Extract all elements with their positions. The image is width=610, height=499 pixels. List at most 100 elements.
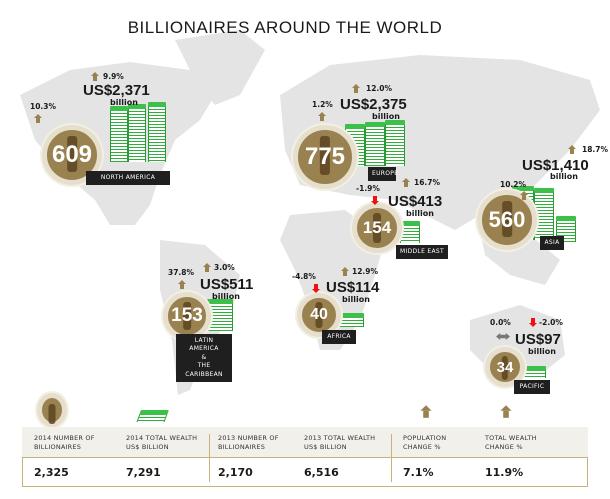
asia-region-label: ASIA [540, 236, 564, 251]
asia-total-wealth: US$1,410 [522, 157, 589, 174]
north-america-money-stack-icon [110, 106, 128, 162]
pacific-billionaire-number: 34 [496, 358, 514, 376]
europe-person-icon [319, 136, 331, 175]
asia-population-change: 10.2% [500, 180, 527, 189]
middle-east-wealth-unit: billion [406, 209, 434, 218]
summary-header-6: TOTAL WEALTH CHANGE % [485, 434, 537, 451]
legend-population-arrow-up-icon [420, 405, 432, 418]
latin-america-the-caribbean-total-wealth: US$511 [200, 276, 254, 293]
africa-region-label: AFRICA [322, 330, 356, 345]
pacific-billionaire-count: 34 [485, 347, 525, 387]
north-america-person-icon [67, 136, 77, 172]
north-america-wealth-change: 9.9% [103, 72, 124, 81]
asia-population-arrow-up-icon [520, 191, 528, 200]
north-america-total-wealth: US$2,371 [83, 82, 150, 99]
asia-billionaire-count: 560 [477, 190, 537, 250]
africa-wealth-change: 12.9% [352, 267, 379, 276]
africa-wealth-unit: billion [342, 295, 370, 304]
latin-america-the-caribbean-billionaire-count: 153 [163, 292, 211, 340]
latin-america-the-caribbean-billionaire-number: 153 [171, 305, 203, 326]
pacific-total-wealth: US$97 [515, 331, 561, 348]
summary-header-5: POPULATION CHANGE % [403, 434, 447, 451]
north-america-population-change: 10.3% [30, 102, 57, 111]
middle-east-billionaire-number: 154 [362, 218, 392, 237]
africa-population-change: -4.8% [292, 272, 316, 281]
divider [209, 434, 210, 482]
summary-header-3: 2013 NUMBER OF BILLIONAIRES [218, 434, 279, 451]
summary-value-2: 7,291 [126, 466, 161, 479]
middle-east-region-label: MIDDLE EAST [396, 245, 448, 260]
legend-money-icon [136, 414, 168, 422]
middle-east-population-change: -1.9% [356, 184, 380, 193]
middle-east-total-wealth: US$413 [388, 193, 443, 210]
summary-value-6: 11.9% [485, 466, 524, 479]
europe-billionaire-number: 775 [304, 143, 346, 170]
middle-east-wealth-change: 16.7% [414, 178, 441, 187]
pacific-wealth-arrow-down-icon [529, 318, 537, 327]
north-america-money-stack-icon [148, 102, 166, 162]
pacific-wealth-change: -2.0% [539, 318, 563, 327]
africa-person-icon [315, 302, 323, 329]
europe-population-change: 1.2% [312, 100, 333, 109]
summary-table-header [22, 427, 588, 458]
latin-america-the-caribbean-wealth-unit: billion [212, 292, 240, 301]
europe-wealth-unit: billion [372, 112, 400, 121]
europe-money-stack-icon [385, 120, 405, 166]
africa-billionaire-count: 40 [297, 293, 341, 337]
middle-east-money-stack-icon [400, 221, 420, 243]
summary-header-2: 2014 TOTAL WEALTH US$ BILLION [126, 434, 198, 451]
north-america-region-label: NORTH AMERICA [86, 171, 170, 186]
middle-east-wealth-arrow-up-icon [402, 178, 410, 187]
north-america-billionaire-number: 609 [51, 141, 93, 168]
latin-america-the-caribbean-wealth-change: 3.0% [214, 263, 235, 272]
pacific-person-icon [501, 355, 509, 380]
latin-america-the-caribbean-population-arrow-up-icon [178, 280, 186, 289]
africa-money-stack-icon [338, 313, 364, 327]
latin-america-the-caribbean-money-stack-icon [207, 299, 233, 331]
divider [391, 434, 392, 482]
europe-money-stack-icon [365, 122, 385, 166]
greenland-landmass [175, 30, 265, 105]
africa-total-wealth: US$114 [326, 279, 380, 296]
asia-wealth-arrow-up-icon [568, 145, 576, 154]
asia-money-stack-icon [534, 188, 554, 240]
pacific-money-stack-icon [522, 366, 546, 378]
pacific-wealth-unit: billion [528, 347, 556, 356]
middle-east-population-arrow-down-icon [371, 196, 379, 205]
africa-population-arrow-down-icon [312, 284, 320, 293]
latin-america-the-caribbean-region-label: LATIN AMERICA & THE CARIBBEAN [176, 334, 232, 382]
summary-header-4: 2013 TOTAL WEALTH US$ BILLION [304, 434, 376, 451]
legend-wealth-arrow-up-icon [500, 405, 512, 418]
north-america-wealth-arrow-up-icon [91, 72, 99, 81]
africa-wealth-arrow-up-icon [341, 267, 349, 276]
europe-region-label: EUROPE [368, 167, 398, 182]
summary-value-5: 7.1% [403, 466, 434, 479]
north-america-wealth-unit: billion [110, 98, 138, 107]
middle-east-billionaire-count: 154 [352, 203, 402, 253]
legend-billionaire-icon [37, 393, 67, 427]
summary-value-4: 6,516 [304, 466, 339, 479]
pacific-population-change: 0.0% [490, 318, 511, 327]
africa-billionaire-number: 40 [310, 306, 328, 323]
person-icon [48, 404, 56, 424]
europe-wealth-change: 12.0% [366, 84, 393, 93]
asia-wealth-unit: billion [550, 172, 578, 181]
page-title: BILLIONAIRES AROUND THE WORLD [127, 18, 443, 37]
summary-header-1: 2014 NUMBER OF BILLIONAIRES [34, 434, 95, 451]
latin-america-the-caribbean-wealth-arrow-up-icon [203, 263, 211, 272]
north-america-population-arrow-up-icon [34, 114, 42, 123]
north-america-money-stack-icon [128, 104, 146, 162]
summary-value-1: 2,325 [34, 466, 69, 479]
europe-billionaire-count: 775 [293, 125, 357, 189]
latin-america-the-caribbean-person-icon [183, 301, 191, 331]
europe-total-wealth: US$2,375 [340, 96, 407, 113]
summary-table-row [22, 457, 588, 487]
europe-population-arrow-up-icon [318, 112, 326, 121]
asia-wealth-change: 18.7% [582, 145, 609, 154]
latin-america-the-caribbean-population-change: 37.8% [168, 268, 195, 277]
pacific-region-label: PACIFIC [514, 380, 550, 395]
asia-person-icon [502, 201, 512, 237]
summary-value-3: 2,170 [218, 466, 253, 479]
middle-east-person-icon [373, 212, 381, 243]
asia-billionaire-number: 560 [488, 207, 526, 232]
